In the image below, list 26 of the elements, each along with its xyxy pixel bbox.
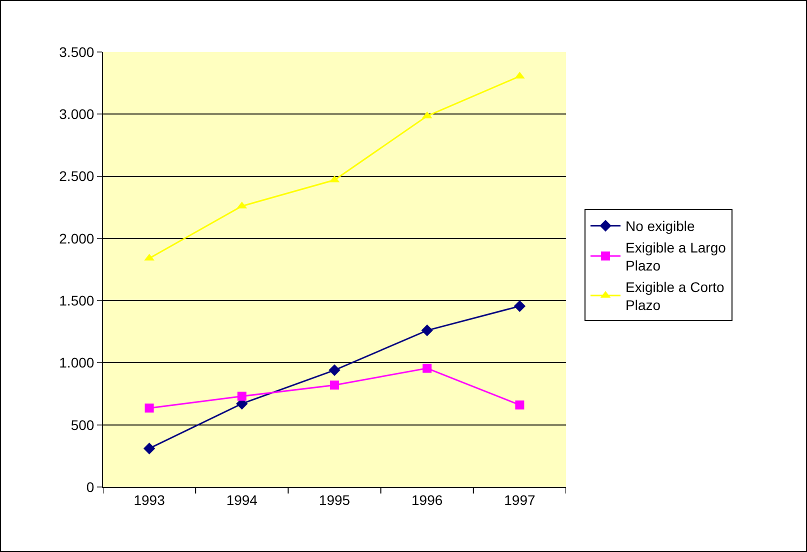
legend-label: No exigible bbox=[626, 218, 695, 234]
x-tick-label: 1994 bbox=[226, 492, 258, 508]
point bbox=[421, 324, 433, 336]
point bbox=[144, 254, 154, 261]
x-tick-label: 1995 bbox=[318, 492, 350, 508]
y-tick-label: 500 bbox=[70, 416, 94, 433]
point bbox=[143, 442, 156, 454]
y-tick-label: 2.000 bbox=[59, 230, 94, 246]
legend-label: Exigible a Corto Plazo bbox=[626, 278, 725, 314]
point bbox=[514, 300, 526, 312]
y-tick-label: 3.000 bbox=[59, 106, 94, 122]
y-tick-label: 3.500 bbox=[59, 44, 94, 60]
point bbox=[422, 364, 432, 373]
x-tick-label: 1997 bbox=[504, 492, 536, 508]
point bbox=[237, 392, 246, 401]
legend-label: Exigible a Largo Plazo bbox=[626, 239, 726, 274]
point bbox=[144, 404, 154, 413]
y-tick-label: 1.000 bbox=[59, 354, 94, 371]
x-tick-label: 1993 bbox=[134, 492, 166, 508]
point bbox=[328, 364, 340, 376]
y-tick-label: 1.500 bbox=[59, 292, 94, 308]
y-tick-label: 0 bbox=[86, 478, 94, 495]
point bbox=[330, 380, 339, 390]
x-tick-label: 1996 bbox=[412, 492, 443, 508]
y-tick-label: 2.500 bbox=[59, 168, 94, 184]
point bbox=[515, 400, 524, 410]
